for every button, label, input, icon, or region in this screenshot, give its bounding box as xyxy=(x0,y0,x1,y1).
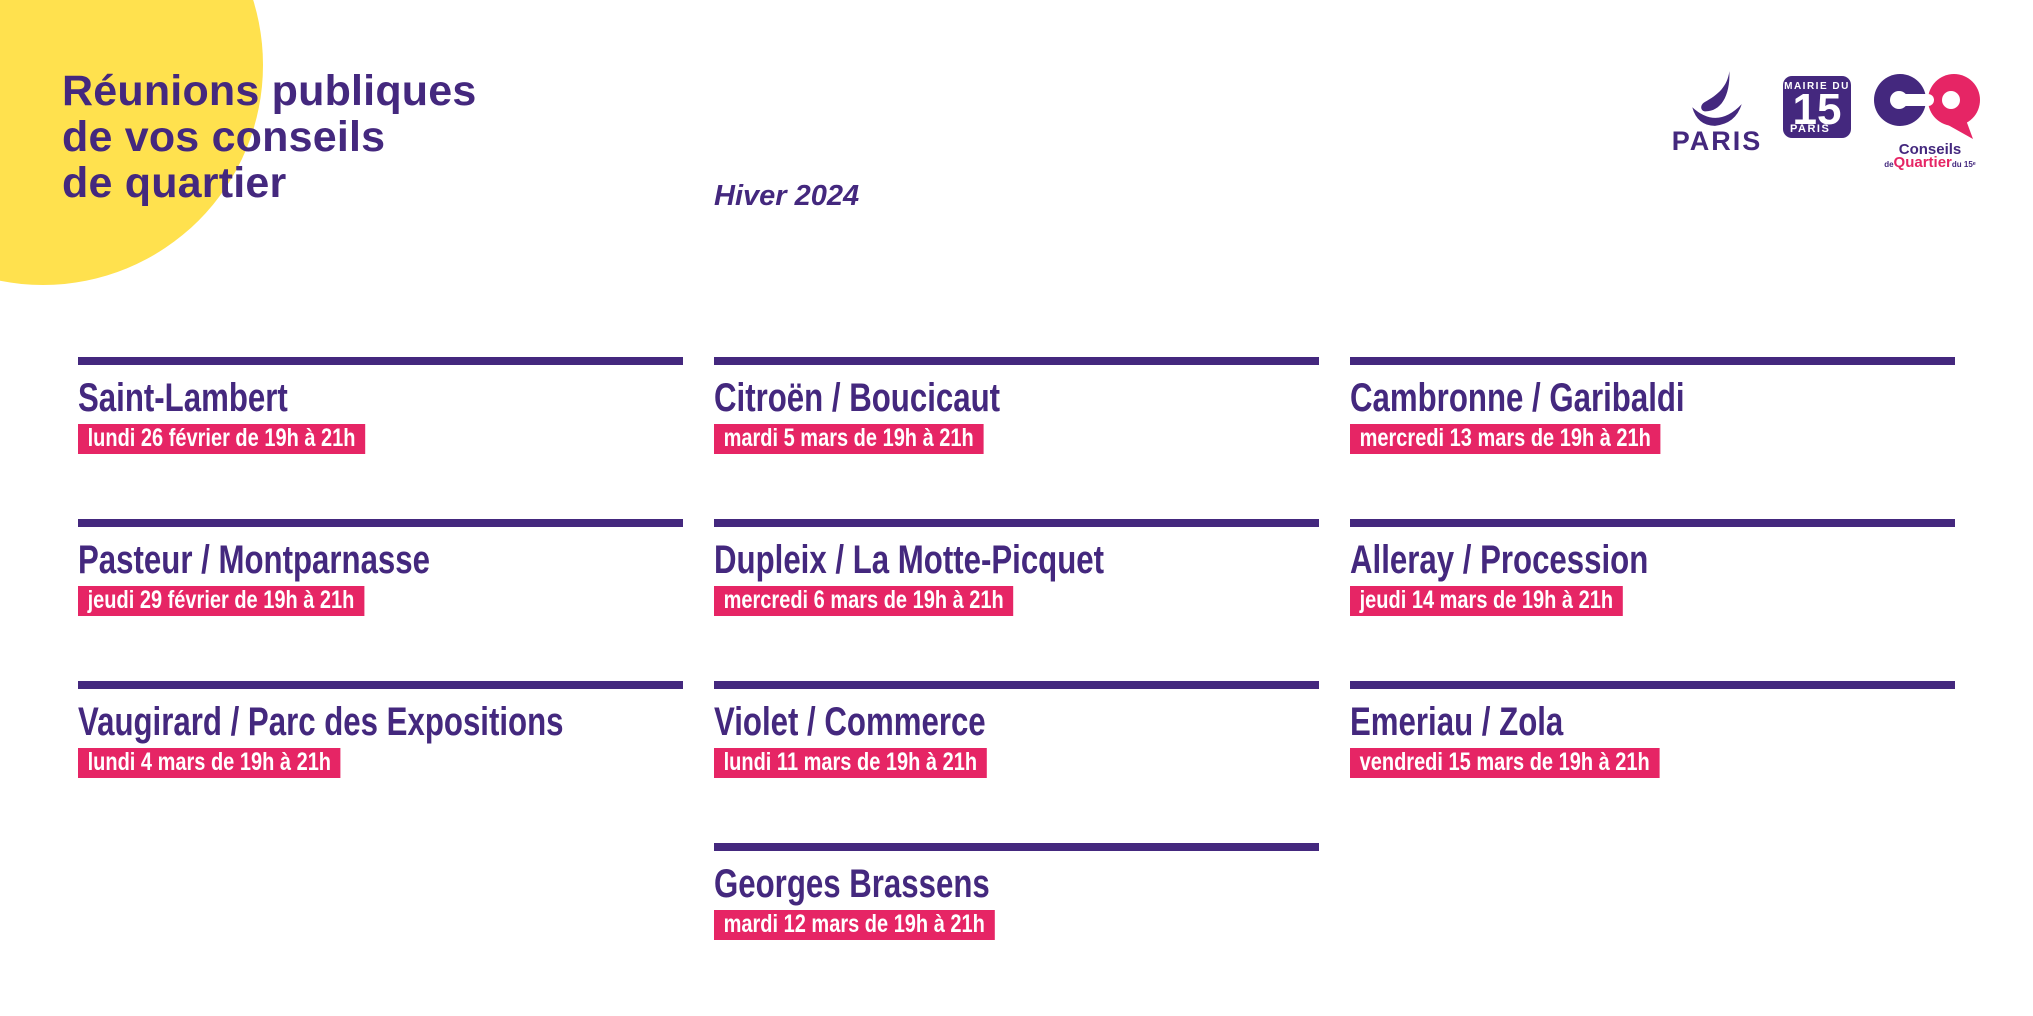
mairie-du-15-bottom-label: PARIS xyxy=(1790,123,1831,135)
meeting-card-saint-lambert: Saint-Lambert lundi 26 février de 19h à … xyxy=(78,357,683,519)
divider-line xyxy=(714,843,1319,851)
divider-line xyxy=(714,357,1319,365)
divider-line xyxy=(1350,681,1955,689)
meeting-date-badge: jeudi 29 février de 19h à 21h xyxy=(78,586,364,616)
meeting-card-cambronne-garibaldi: Cambronne / Garibaldi mercredi 13 mars d… xyxy=(1350,357,1955,519)
meeting-title: Violet / Commerce xyxy=(714,700,986,744)
meeting-date-badge: lundi 26 février de 19h à 21h xyxy=(78,424,366,454)
meeting-title: Citroën / Boucicaut xyxy=(714,376,1001,420)
divider-line xyxy=(78,357,683,365)
divider-line xyxy=(1350,357,1955,365)
divider-line xyxy=(78,519,683,527)
meeting-card-pasteur-montparnasse: Pasteur / Montparnasse jeudi 29 février … xyxy=(78,519,683,681)
paris-logo-label: PARIS xyxy=(1671,126,1763,156)
meeting-date-badge: mardi 5 mars de 19h à 21h xyxy=(714,424,984,454)
meeting-card-dupleix-la-motte-picquet: Dupleix / La Motte-Picquet mercredi 6 ma… xyxy=(714,519,1319,681)
de-label: de xyxy=(1884,160,1894,169)
meeting-title: Saint-Lambert xyxy=(78,376,288,420)
divider-line xyxy=(78,681,683,689)
meeting-date-badge: vendredi 15 mars de 19h à 21h xyxy=(1350,748,1660,778)
meetings-grid: Saint-Lambert lundi 26 février de 19h à … xyxy=(78,357,1955,1005)
meeting-date-badge: jeudi 14 mars de 19h à 21h xyxy=(1350,586,1623,616)
page-title: Réunions publiques de vos conseils de qu… xyxy=(62,67,477,207)
divider-line xyxy=(714,519,1319,527)
conseils-de-quartier-logo: Conseils deQuartierdu 15ᵉ xyxy=(1871,74,1989,171)
meeting-card-citroen-boucicaut: Citroën / Boucicaut mardi 5 mars de 19h … xyxy=(714,357,1319,519)
quartier-label: deQuartierdu 15ᵉ xyxy=(1871,154,1989,171)
meeting-date-badge: mardi 12 mars de 19h à 21h xyxy=(714,910,995,940)
meeting-title: Emeriau / Zola xyxy=(1350,700,1564,744)
meeting-title: Georges Brassens xyxy=(714,862,990,906)
conseils-label: Conseils xyxy=(1898,141,1962,158)
meeting-date-badge: lundi 4 mars de 19h à 21h xyxy=(78,748,341,778)
meeting-card-georges-brassens: Georges Brassens mardi 12 mars de 19h à … xyxy=(714,843,1319,1005)
conseils-de-quartier-cq-icon xyxy=(1871,74,1989,140)
du-15e-label: du 15ᵉ xyxy=(1951,160,1976,169)
quartier-word: Quartier xyxy=(1893,154,1952,171)
meeting-date-badge: lundi 11 mars de 19h à 21h xyxy=(714,748,987,778)
mairie-du-15-number: 15 xyxy=(1792,85,1842,134)
meeting-title: Dupleix / La Motte-Picquet xyxy=(714,538,1105,582)
meeting-card-alleray-procession: Alleray / Procession jeudi 14 mars de 19… xyxy=(1350,519,1955,681)
meeting-date-badge: mercredi 13 mars de 19h à 21h xyxy=(1350,424,1661,454)
divider-line xyxy=(1350,519,1955,527)
paris-logo: PARIS xyxy=(1671,70,1763,157)
paris-sailboat-icon xyxy=(1671,70,1763,128)
meeting-card-vaugirard-parc-des-expositions: Vaugirard / Parc des Expositions lundi 4… xyxy=(78,681,683,843)
meeting-card-violet-commerce: Violet / Commerce lundi 11 mars de 19h à… xyxy=(714,681,1319,843)
meeting-title: Vaugirard / Parc des Expositions xyxy=(78,700,564,744)
logo-bar: PARIS MAIRIE DU 15 PARIS Conseils deQuar… xyxy=(1671,70,1989,171)
meeting-title: Alleray / Procession xyxy=(1350,538,1649,582)
season-subtitle: Hiver 2024 xyxy=(714,180,860,212)
meeting-card-emeriau-zola: Emeriau / Zola vendredi 15 mars de 19h à… xyxy=(1350,681,1955,843)
mairie-du-15-logo: MAIRIE DU 15 PARIS xyxy=(1783,76,1851,138)
meeting-title: Cambronne / Garibaldi xyxy=(1350,376,1685,420)
mairie-du-15-top-label: MAIRIE DU xyxy=(1784,81,1850,92)
divider-line xyxy=(714,681,1319,689)
meeting-date-badge: mercredi 6 mars de 19h à 21h xyxy=(714,586,1014,616)
meeting-title: Pasteur / Montparnasse xyxy=(78,538,430,582)
